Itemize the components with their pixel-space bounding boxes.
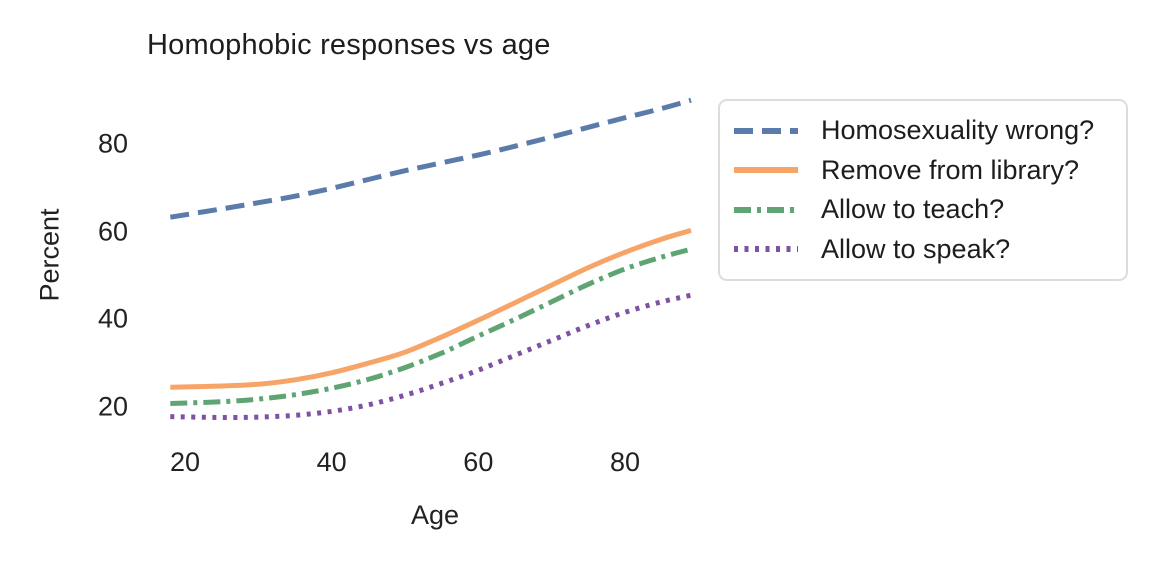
legend-label: Allow to teach?	[821, 194, 1005, 225]
legend-swatch-dashdot-line-icon	[734, 206, 798, 213]
legend-label: Allow to speak?	[821, 233, 1011, 264]
chart-title: Homophobic responses vs age	[147, 29, 551, 61]
x-axis-label: Age	[410, 500, 460, 530]
legend-item-remove-from-library: Remove from library?	[733, 154, 1116, 185]
y-tick-label-60: 60	[97, 216, 128, 247]
legend-label: Remove from library?	[821, 154, 1080, 185]
x-tick-label-80: 80	[609, 447, 641, 477]
y-tick-label-40: 40	[97, 303, 128, 334]
legend-item-allow-to-teach: Allow to teach?	[733, 196, 1116, 223]
y-tick-label-80: 80	[97, 128, 128, 159]
legend-swatch-dashed-line-icon	[734, 127, 798, 134]
legend: Homosexuality wrong? Remove from library…	[718, 99, 1128, 281]
legend-label: Homosexuality wrong?	[821, 115, 1095, 146]
line-homosexuality-wrong	[169, 97, 692, 220]
legend-swatch-dotted-line-icon	[734, 246, 798, 253]
line-allow-to-teach	[170, 246, 692, 406]
legend-item-allow-to-speak: Allow to speak?	[733, 233, 1116, 264]
x-tick-label-20: 20	[169, 447, 201, 477]
line-allow-to-speak	[170, 292, 692, 421]
legend-swatch-solid-line-icon	[734, 167, 798, 174]
y-axis-label: Percent	[34, 208, 65, 302]
x-tick-label-40: 40	[316, 447, 347, 477]
y-tick-label-20: 20	[97, 391, 128, 422]
x-tick-label-60: 60	[463, 447, 494, 477]
line-remove-from-library	[170, 227, 692, 390]
legend-item-homosexuality-wrong: Homosexuality wrong?	[733, 117, 1116, 144]
